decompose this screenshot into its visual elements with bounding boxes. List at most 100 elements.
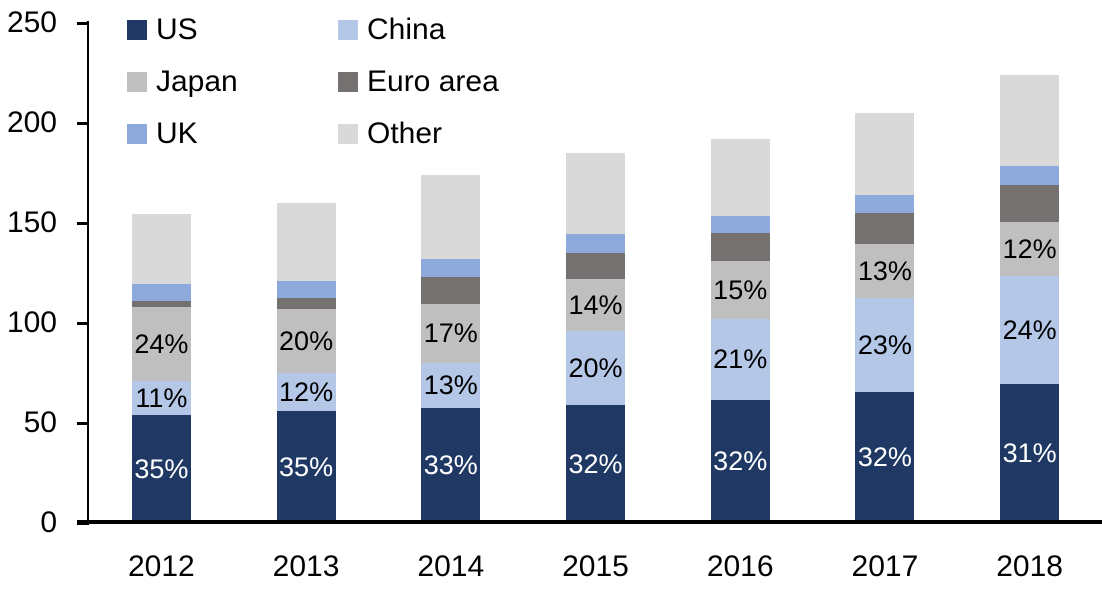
bar-segment-euro-area [566, 253, 625, 279]
segment-data-label: 33% [423, 450, 478, 480]
y-axis-tick [77, 22, 89, 25]
y-axis-tick [77, 322, 89, 325]
bar-segment-other [131, 214, 191, 284]
x-axis-label-2017: 2017 [851, 550, 919, 583]
bar-2015: 32% 20% 14% [566, 153, 625, 523]
bar-segment-us: 31% [1000, 384, 1060, 523]
y-axis-tick-label: 0 [40, 506, 57, 539]
bar-segment-japan: 20% [276, 309, 336, 373]
bar-segment-japan: 15% [710, 261, 770, 319]
plot-area: 35% 11% 24% 35% 12% 20% 33% 13% 17% 32% 20% 14% 32% 2… [89, 0, 1102, 523]
bar-segment-us: 35% [131, 415, 191, 523]
segment-data-label: 32% [713, 446, 768, 476]
bar-2017: 32% 23% 13% [855, 113, 915, 523]
y-axis-tick-label: 250 [6, 6, 57, 39]
bar-segment-japan: 12% [1000, 222, 1060, 276]
bar-2014: 33% 13% 17% [421, 175, 481, 523]
legend-swatch-icon [127, 72, 147, 92]
bar-segment-uk [566, 234, 625, 253]
y-axis-tick [77, 222, 89, 225]
bar-segment-japan: 13% [855, 244, 915, 298]
bar-segment-china: 13% [421, 363, 481, 408]
bar-segment-japan: 17% [421, 304, 481, 363]
legend: US China Japan Euro area UK Other [127, 4, 499, 160]
legend-label: Euro area [367, 65, 499, 98]
legend-item-china: China [338, 15, 499, 45]
x-axis-label-2013: 2013 [272, 550, 340, 583]
legend-swatch-icon [338, 20, 358, 40]
x-axis-label-2012: 2012 [127, 550, 195, 583]
legend-label: UK [156, 117, 198, 150]
legend-item-other: Other [338, 119, 499, 149]
segment-data-label: 14% [568, 289, 623, 320]
segment-data-label: 24% [134, 328, 189, 359]
y-axis-tick-label: 200 [6, 106, 57, 139]
segment-data-label: 11% [135, 382, 188, 413]
bar-segment-china: 11% [131, 381, 191, 415]
bar-segment-japan: 14% [566, 279, 625, 331]
segment-data-label: 17% [423, 318, 478, 348]
bar-2012: 35% 11% 24% [131, 214, 191, 523]
bar-segment-other [421, 175, 481, 259]
bar-segment-euro-area [710, 233, 770, 261]
bar-segment-other [855, 113, 915, 195]
bar-segment-china: 21% [710, 319, 770, 400]
y-axis-line [87, 21, 89, 523]
bar-segment-us: 35% [276, 411, 336, 523]
legend-item-uk: UK [127, 119, 338, 149]
segment-data-label: 12% [279, 376, 334, 407]
bar-segment-euro-area [131, 301, 191, 307]
segment-data-label: 20% [279, 325, 334, 356]
bar-segment-uk [276, 281, 336, 298]
legend-swatch-icon [127, 20, 147, 40]
bar-2016: 32% 21% 15% [710, 139, 770, 523]
bar-segment-euro-area [855, 213, 915, 244]
bar-segment-other [1000, 75, 1060, 166]
y-axis-tick-label: 50 [23, 406, 57, 439]
segment-data-label: 35% [134, 453, 189, 484]
bar-segment-euro-area [1000, 185, 1060, 222]
segment-data-label: 31% [1002, 438, 1057, 468]
bar-segment-us: 32% [710, 400, 770, 523]
y-axis-tick-label: 100 [6, 306, 57, 339]
segment-data-label: 24% [1002, 314, 1057, 345]
bar-segment-euro-area [276, 298, 336, 309]
segment-data-label: 20% [568, 352, 623, 383]
segment-data-label: 15% [713, 274, 768, 305]
legend-item-euro-area: Euro area [338, 67, 499, 97]
bar-2013: 35% 12% 20% [276, 203, 336, 523]
segment-data-label: 35% [279, 451, 334, 482]
bar-segment-us: 32% [855, 392, 915, 523]
segment-data-label: 32% [568, 448, 623, 479]
bar-segment-china: 12% [276, 373, 336, 411]
x-axis-label-2015: 2015 [562, 550, 629, 583]
bar-segment-uk [710, 216, 770, 233]
y-axis-tick [77, 422, 89, 425]
x-axis-label-2018: 2018 [996, 550, 1063, 583]
bar-segment-uk [421, 259, 481, 277]
bar-segment-other [566, 153, 625, 234]
bar-segment-uk [1000, 166, 1060, 185]
legend-item-japan: Japan [127, 67, 338, 97]
legend-label: Other [367, 117, 443, 150]
segment-data-label: 12% [1002, 233, 1057, 264]
bar-segment-other [710, 139, 770, 216]
bar-segment-other [276, 203, 336, 281]
segment-data-label: 13% [423, 370, 478, 400]
bar-segment-china: 23% [855, 298, 915, 392]
legend-label: US [156, 13, 198, 46]
bar-segment-china: 24% [1000, 276, 1060, 384]
legend-swatch-icon [338, 72, 358, 92]
x-axis-label-2014: 2014 [417, 550, 485, 583]
segment-data-label: 21% [713, 344, 768, 374]
x-axis-label-2016: 2016 [706, 550, 774, 583]
bar-segment-uk [131, 284, 191, 301]
y-axis-tick-label: 150 [6, 206, 57, 239]
y-axis-tick [77, 122, 89, 125]
bar-segment-china: 20% [566, 331, 625, 405]
bar-segment-euro-area [421, 277, 481, 304]
legend-label: China [367, 13, 446, 46]
segment-data-label: 23% [857, 329, 912, 360]
legend-swatch-icon [338, 124, 358, 144]
